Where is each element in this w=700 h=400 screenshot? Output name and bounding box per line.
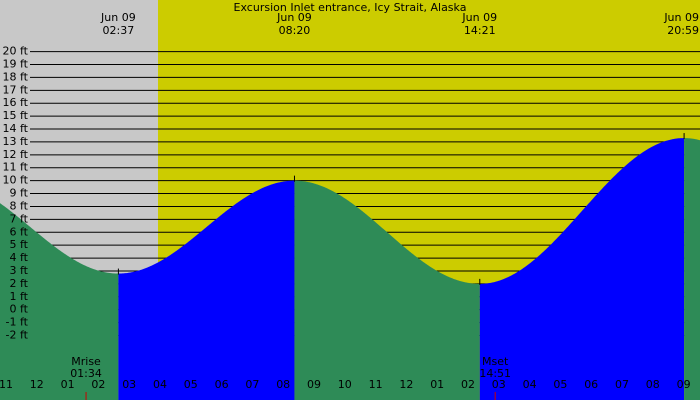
hour-label: 05 [184,378,198,391]
y-tick-label: 13 ft [3,135,29,148]
y-tick-label: 3 ft [10,264,29,277]
hour-label: 12 [399,378,413,391]
hour-label: 03 [492,378,506,391]
y-tick-label: 0 ft [10,303,29,316]
y-tick-label: 5 ft [10,238,29,251]
hour-label: 01 [430,378,444,391]
extreme-time: 20:59 [667,24,699,37]
y-tick-label: 17 ft [3,83,29,96]
y-tick-label: 15 ft [3,109,29,122]
hour-label: 11 [0,378,13,391]
y-tick-label: 1 ft [10,290,29,303]
extreme-time: 08:20 [279,24,311,37]
y-tick-label: -1 ft [6,316,29,329]
hour-label: 05 [553,378,567,391]
falling-tide [294,180,480,400]
hour-label: 10 [338,378,352,391]
moon-event: Mset [482,355,509,368]
hour-label: 12 [30,378,44,391]
y-tick-label: 12 ft [3,148,29,161]
moon-time: 01:34 [70,367,102,380]
hour-label: 02 [91,378,105,391]
y-tick-label: 8 ft [10,199,29,212]
falling-tide [684,138,700,400]
rising-tide [118,180,295,400]
y-tick-label: 10 ft [3,174,29,187]
extreme-date: Jun 09 [276,11,312,24]
hour-label: 09 [307,378,321,391]
y-tick-label: 16 ft [3,96,29,109]
hour-label: 04 [153,378,167,391]
chart-title: Excursion Inlet entrance, Icy Strait, Al… [234,1,467,14]
hour-label: 06 [215,378,229,391]
y-tick-label: 20 ft [3,45,29,58]
extreme-date: Jun 09 [100,11,136,24]
hour-label: 11 [369,378,383,391]
hour-label: 08 [646,378,660,391]
y-tick-label: 6 ft [10,225,29,238]
extreme-date: Jun 09 [461,11,497,24]
hour-label: 04 [523,378,537,391]
hour-label: 02 [461,378,475,391]
y-tick-label: 9 ft [10,187,29,200]
y-tick-label: -2 ft [6,328,29,341]
rising-tide [479,138,685,400]
hour-label: 01 [61,378,75,391]
y-tick-label: 7 ft [10,212,29,225]
hour-label: 06 [584,378,598,391]
y-tick-label: 4 ft [10,251,29,264]
y-tick-label: 11 ft [3,161,29,174]
falling-tide [0,203,119,400]
hour-label: 03 [122,378,136,391]
y-tick-label: 2 ft [10,277,29,290]
hour-label: 08 [276,378,290,391]
hour-label: 07 [615,378,629,391]
hour-label: 09 [677,378,691,391]
moon-event: Mrise [71,355,101,368]
extreme-time: 14:21 [464,24,496,37]
y-tick-label: 18 ft [3,70,29,83]
extreme-time: 02:37 [103,24,135,37]
hour-label: 07 [245,378,259,391]
extreme-date: Jun 09 [663,11,699,24]
y-tick-label: 19 ft [3,58,29,71]
y-tick-label: 14 ft [3,122,29,135]
moon-time: 14:51 [479,367,511,380]
